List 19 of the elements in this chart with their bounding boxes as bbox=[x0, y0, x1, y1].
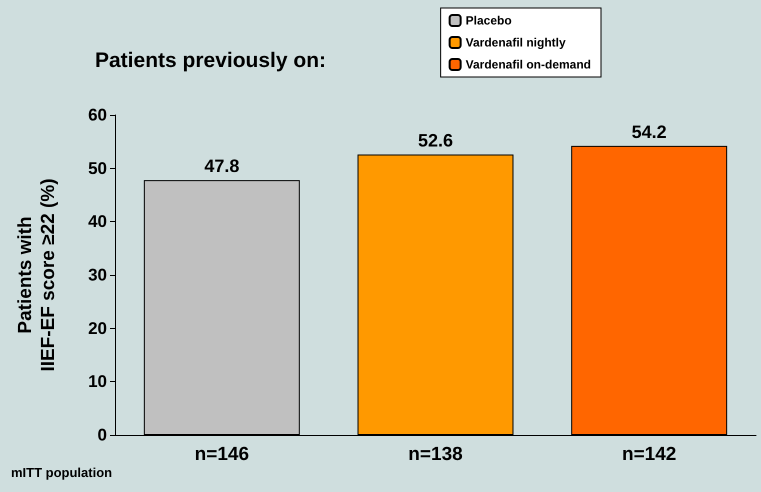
y-tick-label: 0 bbox=[98, 426, 107, 444]
x-tick-label: n=138 bbox=[408, 444, 463, 465]
y-tick-label: 50 bbox=[88, 158, 107, 178]
y-tick-label: 10 bbox=[88, 372, 107, 392]
y-tick-label: 20 bbox=[88, 318, 107, 338]
data-label: 52.6 bbox=[418, 130, 454, 150]
data-label: 47.8 bbox=[204, 156, 240, 176]
legend-label: Vardenafil nightly bbox=[466, 36, 566, 50]
legend-label: Placebo bbox=[466, 14, 512, 28]
y-tick-label: 30 bbox=[88, 266, 107, 284]
legend-label: Vardenafil on-demand bbox=[466, 58, 592, 72]
y-tick-label: 60 bbox=[88, 106, 107, 124]
x-tick-label: n=142 bbox=[622, 444, 676, 465]
x-tick-label: n=146 bbox=[194, 444, 250, 465]
text: mITT population bbox=[11, 465, 112, 480]
data-label: 54.2 bbox=[632, 122, 667, 142]
y-tick-label: 40 bbox=[88, 212, 107, 232]
legend-title: Patients previously on: bbox=[95, 49, 326, 72]
y-axis-title: Patients with IIEF-EF score ≥22 (%) bbox=[15, 178, 59, 372]
